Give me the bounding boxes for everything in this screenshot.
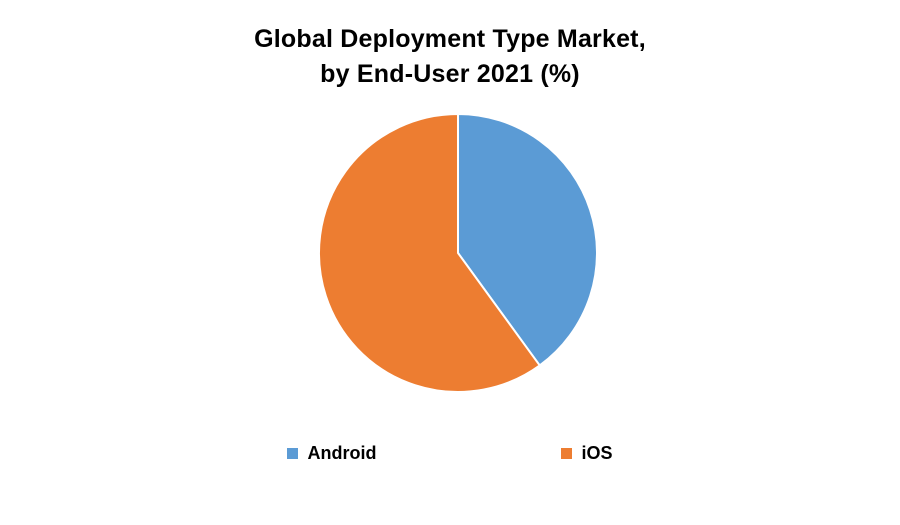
chart-title-line2: by End-User 2021 (%) <box>320 60 580 88</box>
legend-label-android: Android <box>307 443 377 463</box>
legend-swatch-ios <box>561 448 573 459</box>
chart-title-line1: Global Deployment Type Market, <box>254 25 646 53</box>
pie-slice-android <box>457 113 598 367</box>
legend-item-ios: iOS <box>561 443 613 464</box>
chart-legend: Android iOS <box>0 443 900 464</box>
chart-title: Global Deployment Type Market, by End-Us… <box>0 22 900 92</box>
legend-swatch-android <box>287 448 299 459</box>
pie-slice-ios <box>318 113 541 393</box>
legend-item-android: Android <box>287 443 376 464</box>
legend-label-ios: iOS <box>581 443 613 463</box>
